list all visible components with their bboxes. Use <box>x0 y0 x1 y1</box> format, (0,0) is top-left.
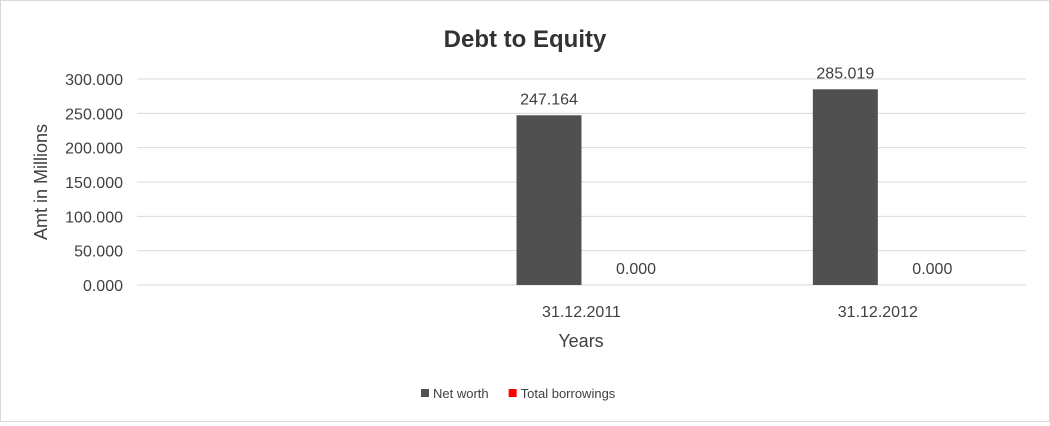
y-tick-label: 300.000 <box>65 72 123 89</box>
chart-title: Debt to Equity <box>444 26 607 53</box>
legend-label: Net worth <box>433 386 489 401</box>
y-tick-label: 200.000 <box>65 141 123 158</box>
y-tick-label: 150.000 <box>65 175 123 192</box>
y-tick-label: 50.000 <box>74 244 123 261</box>
data-label: 247.164 <box>520 91 578 108</box>
data-label: 0.000 <box>616 261 656 278</box>
data-label: 285.019 <box>816 65 874 82</box>
legend-label: Total borrowings <box>521 386 616 401</box>
data-label: 0.000 <box>912 261 952 278</box>
y-tick-label: 100.000 <box>65 209 123 226</box>
bar-net-worth <box>516 115 582 285</box>
legend-swatch <box>508 389 517 397</box>
y-tick-label: 0.000 <box>83 278 123 295</box>
y-axis-label: Amt in Millions <box>31 124 51 240</box>
x-tick-label: 31.12.2011 <box>542 304 621 321</box>
x-tick-label: 31.12.2012 <box>838 304 918 321</box>
legend-swatch <box>421 389 429 397</box>
x-axis-label: Years <box>558 331 603 351</box>
bar-net-worth <box>812 89 878 285</box>
y-tick-label: 250.000 <box>65 106 123 123</box>
